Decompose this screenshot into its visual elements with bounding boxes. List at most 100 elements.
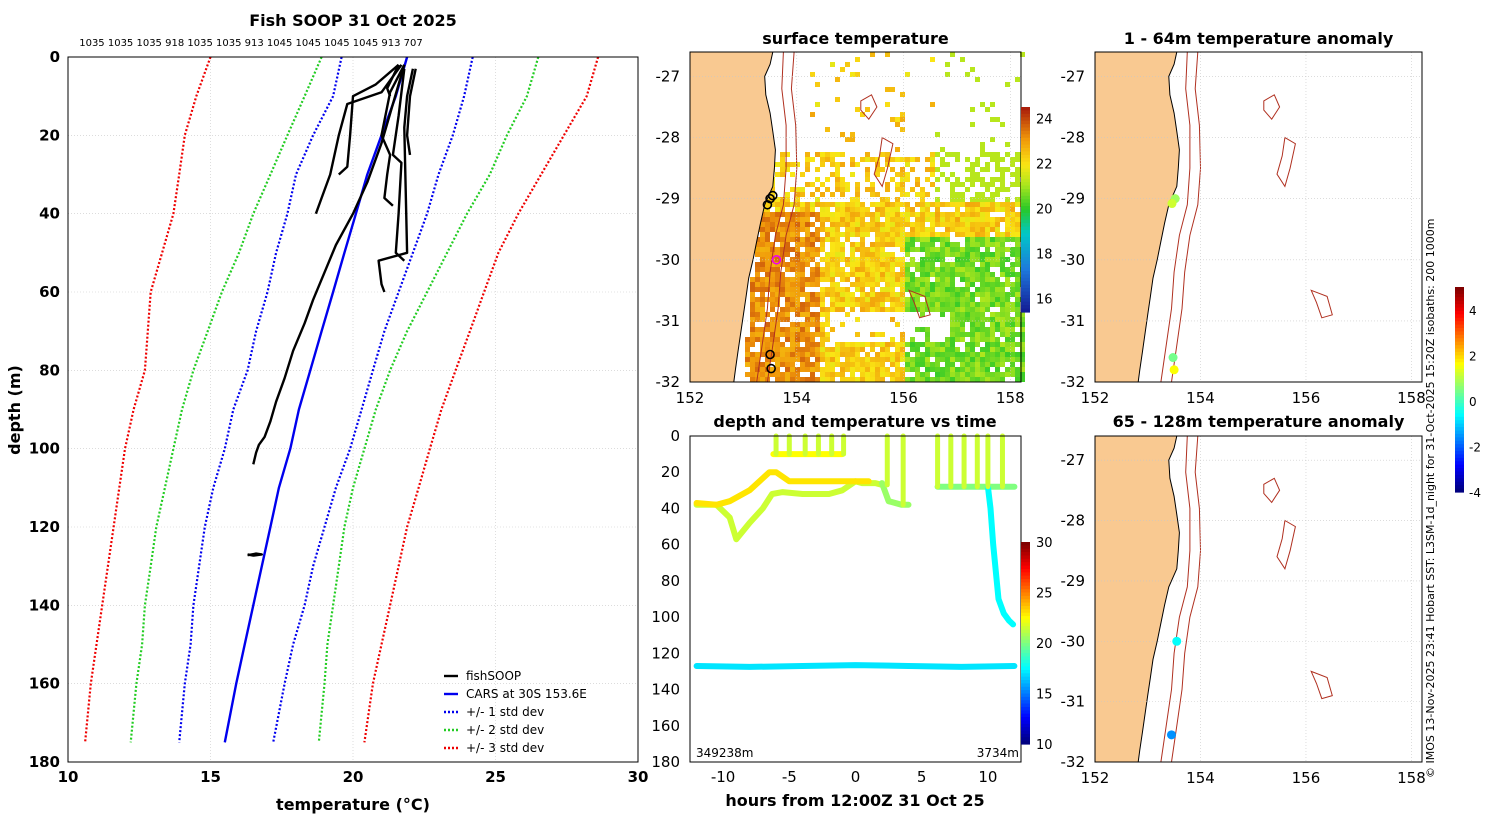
sst-cell [805,247,810,252]
sst-cell [795,192,800,197]
colorbar-cell [1455,293,1464,298]
sst-cell [920,217,925,222]
x-tick-label: 10 [58,768,79,786]
sst-cell [780,247,785,252]
sst-cell [1020,372,1025,377]
colorbar-cell [1021,308,1030,313]
sst-cell [800,357,805,362]
sst-cell [860,272,865,277]
sst-cell [955,247,960,252]
sst-cell [1010,237,1015,242]
sst-cell [825,227,830,232]
sst-cell [900,112,905,117]
sst-cell [965,247,970,252]
sst-cell [950,372,955,377]
sst-cell [860,302,865,307]
sst-cell [795,267,800,272]
sst-cell [945,287,950,292]
sst-cell [1010,307,1015,312]
sst-cell [885,267,890,272]
sst-cell [860,207,865,212]
colorbar-cell [1021,257,1030,262]
sst-cell [990,257,995,262]
colorbar-cell [1455,451,1464,456]
sst-cell [925,357,930,362]
sst-cell [790,277,795,282]
sst-cell [895,362,900,367]
sst-cell [880,287,885,292]
sst-cell [765,247,770,252]
sst-cell [980,282,985,287]
sst-cell [890,232,895,237]
sst-cell [895,262,900,267]
sst-cell [920,207,925,212]
series-fishsoop-cast-f [386,64,400,97]
sst-cell [795,357,800,362]
colorbar-tick-label: -4 [1469,486,1481,500]
sst-cell [950,277,955,282]
sst-cell [1005,367,1010,372]
colorbar-cell [1455,287,1464,292]
sst-cell [935,352,940,357]
sst-cell [970,372,975,377]
sst-cell [780,282,785,287]
sst-cell [935,217,940,222]
sst-cell [985,332,990,337]
sst-cell [985,287,990,292]
colorbar-cell [1455,416,1464,421]
sst-cell [780,237,785,242]
depth-readings: 1035 1035 1035 918 1035 1035 913 1045 10… [79,38,423,49]
anomaly-point [1169,365,1179,375]
sst-cell [980,307,985,312]
sst-cell [750,342,755,347]
sst-cell [785,202,790,207]
sst-cell [775,332,780,337]
sst-cell [820,357,825,362]
sst-cell [1010,212,1015,217]
sst-cell [970,67,975,72]
sst-cell [800,322,805,327]
sst-cell [900,222,905,227]
sst-cell [820,352,825,357]
x-tick-label: -5 [782,768,797,786]
sst-cell [895,242,900,247]
sst-cell [760,312,765,317]
sst-cell [820,332,825,337]
sst-cell [800,202,805,207]
sst-cell [755,312,760,317]
sst-cell [975,332,980,337]
sst-cell [1020,357,1025,362]
sst-cell [985,217,990,222]
sst-cell [775,222,780,227]
sst-cell [835,77,840,82]
sst-cell [955,312,960,317]
sst-cell [855,357,860,362]
sst-cell [870,262,875,267]
sst-cell [805,242,810,247]
sst-cell [810,112,815,117]
sst-cell [985,272,990,277]
colorbar-cell [1021,253,1030,258]
sst-cell [885,352,890,357]
sst-cell [795,207,800,212]
sst-cell [810,352,815,357]
sst-cell [960,182,965,187]
sst-cell [940,292,945,297]
sst-cell [795,307,800,312]
sst-cell [970,197,975,202]
sst-cell [875,277,880,282]
sst-cell [960,357,965,362]
sst-cell [850,252,855,257]
sst-cell [935,257,940,262]
colorbar-cell [1455,324,1464,329]
colorbar-cell [1021,653,1030,658]
station-marker [771,254,782,265]
sst-cell [855,362,860,367]
sst-cell [755,362,760,367]
sst-cell [890,307,895,312]
sst-cell [815,292,820,297]
sst-cell [980,332,985,337]
sst-cell [940,162,945,167]
sst-cell [995,257,1000,262]
sst-cell [970,232,975,237]
